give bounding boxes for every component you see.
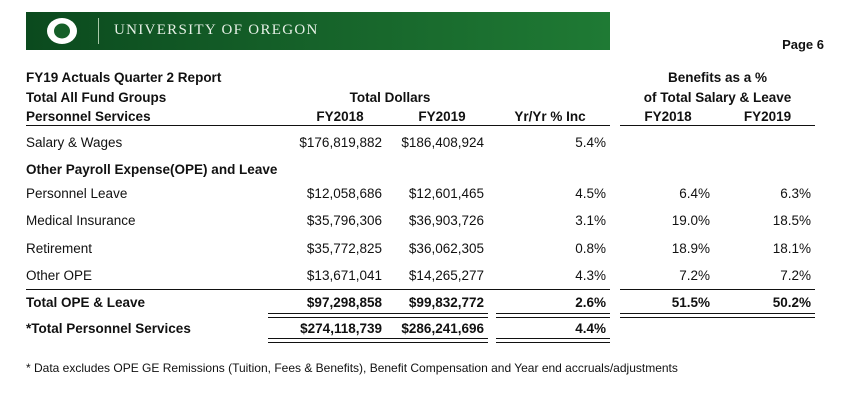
personnel-leave-ben2018: 6.4% — [679, 186, 710, 201]
ope-section-header: Other Payroll Expense(OPE) and Leave — [26, 162, 278, 177]
medical-ben2019: 18.5% — [772, 213, 811, 228]
personnel-leave-ben2019: 6.3% — [780, 186, 811, 201]
total-ope-double-rule-benefits — [620, 313, 815, 318]
medical-ben2018: 19.0% — [671, 213, 710, 228]
row-label-total-personnel: *Total Personnel Services — [26, 321, 191, 336]
report-title: FY19 Actuals Quarter 2 Report — [26, 70, 222, 85]
other-ope-ben2019: 7.2% — [780, 268, 811, 283]
row-label-total-ope: Total OPE & Leave — [26, 295, 146, 310]
retirement-fy2018: $35,772,825 — [306, 241, 382, 256]
col-header-ben-fy2019: FY2019 — [743, 109, 792, 124]
report-subtitle: Total All Fund Groups — [26, 90, 167, 105]
medical-fy2018: $35,796,306 — [306, 213, 382, 228]
uo-logo-icon — [30, 15, 94, 47]
logo-divider — [98, 18, 99, 44]
benefits-header-line2: of Total Salary & Leave — [643, 90, 792, 105]
page-number: Page 6 — [782, 37, 824, 52]
total-ope-top-rule-benefits — [620, 289, 815, 290]
retirement-ben2018: 18.9% — [671, 241, 710, 256]
total-ope-fy2018: $97,298,858 — [306, 295, 382, 310]
retirement-yoy: 0.8% — [575, 241, 606, 256]
salary-yoy: 5.4% — [575, 135, 606, 150]
medical-yoy: 3.1% — [575, 213, 606, 228]
col-header-ben-fy2018: FY2018 — [644, 109, 692, 124]
row-label-personnel-leave: Personnel Leave — [26, 186, 128, 201]
col-header-yoy: Yr/Yr % Inc — [514, 109, 586, 124]
other-ope-fy2019: $14,265,277 — [408, 268, 484, 283]
row-label-other-ope: Other OPE — [26, 268, 93, 283]
total-ope-fy2019: $99,832,772 — [408, 295, 484, 310]
header-underline-benefits — [620, 125, 815, 126]
total-personnel-fy2019: $286,241,696 — [401, 321, 484, 336]
total-personnel-yoy: 4.4% — [575, 321, 606, 336]
row-label-salary: Salary & Wages — [26, 135, 123, 150]
row-label-retirement: Retirement — [26, 241, 93, 256]
total-ope-double-rule-yoy — [496, 313, 610, 318]
total-personnel-double-rule-dollars — [268, 338, 488, 343]
total-ope-ben2019: 50.2% — [772, 295, 811, 310]
total-personnel-fy2018: $274,118,739 — [300, 321, 382, 336]
salary-fy2019: $186,408,924 — [401, 135, 484, 150]
other-ope-fy2018: $13,671,041 — [306, 268, 382, 283]
personnel-leave-fy2018: $12,058,686 — [306, 186, 382, 201]
total-ope-ben2018: 51.5% — [671, 295, 710, 310]
header-underline — [26, 125, 610, 126]
total-personnel-double-rule-yoy — [496, 338, 610, 343]
benefits-header-line1: Benefits as a % — [667, 70, 768, 85]
col-header-fy2019: FY2019 — [418, 109, 466, 124]
col-header-fy2018: FY2018 — [316, 109, 364, 124]
total-dollars-header: Total Dollars — [349, 90, 431, 105]
footnote: * Data excludes OPE GE Remissions (Tuiti… — [26, 361, 678, 375]
salary-fy2018: $176,819,882 — [299, 135, 382, 150]
retirement-fy2019: $36,062,305 — [408, 241, 484, 256]
other-ope-yoy: 4.3% — [575, 268, 606, 283]
medical-fy2019: $36,903,726 — [408, 213, 484, 228]
row-label-medical: Medical Insurance — [26, 213, 136, 228]
retirement-ben2019: 18.1% — [772, 241, 811, 256]
university-banner: UNIVERSITY OF OREGON — [26, 12, 610, 50]
total-ope-top-rule — [26, 289, 610, 290]
personnel-leave-yoy: 4.5% — [575, 186, 606, 201]
university-name: UNIVERSITY OF OREGON — [114, 22, 319, 38]
other-ope-ben2018: 7.2% — [679, 268, 710, 283]
total-ope-double-rule-dollars — [268, 313, 488, 318]
section-label: Personnel Services — [26, 109, 151, 124]
total-ope-yoy: 2.6% — [575, 295, 606, 310]
personnel-leave-fy2019: $12,601,465 — [408, 186, 484, 201]
